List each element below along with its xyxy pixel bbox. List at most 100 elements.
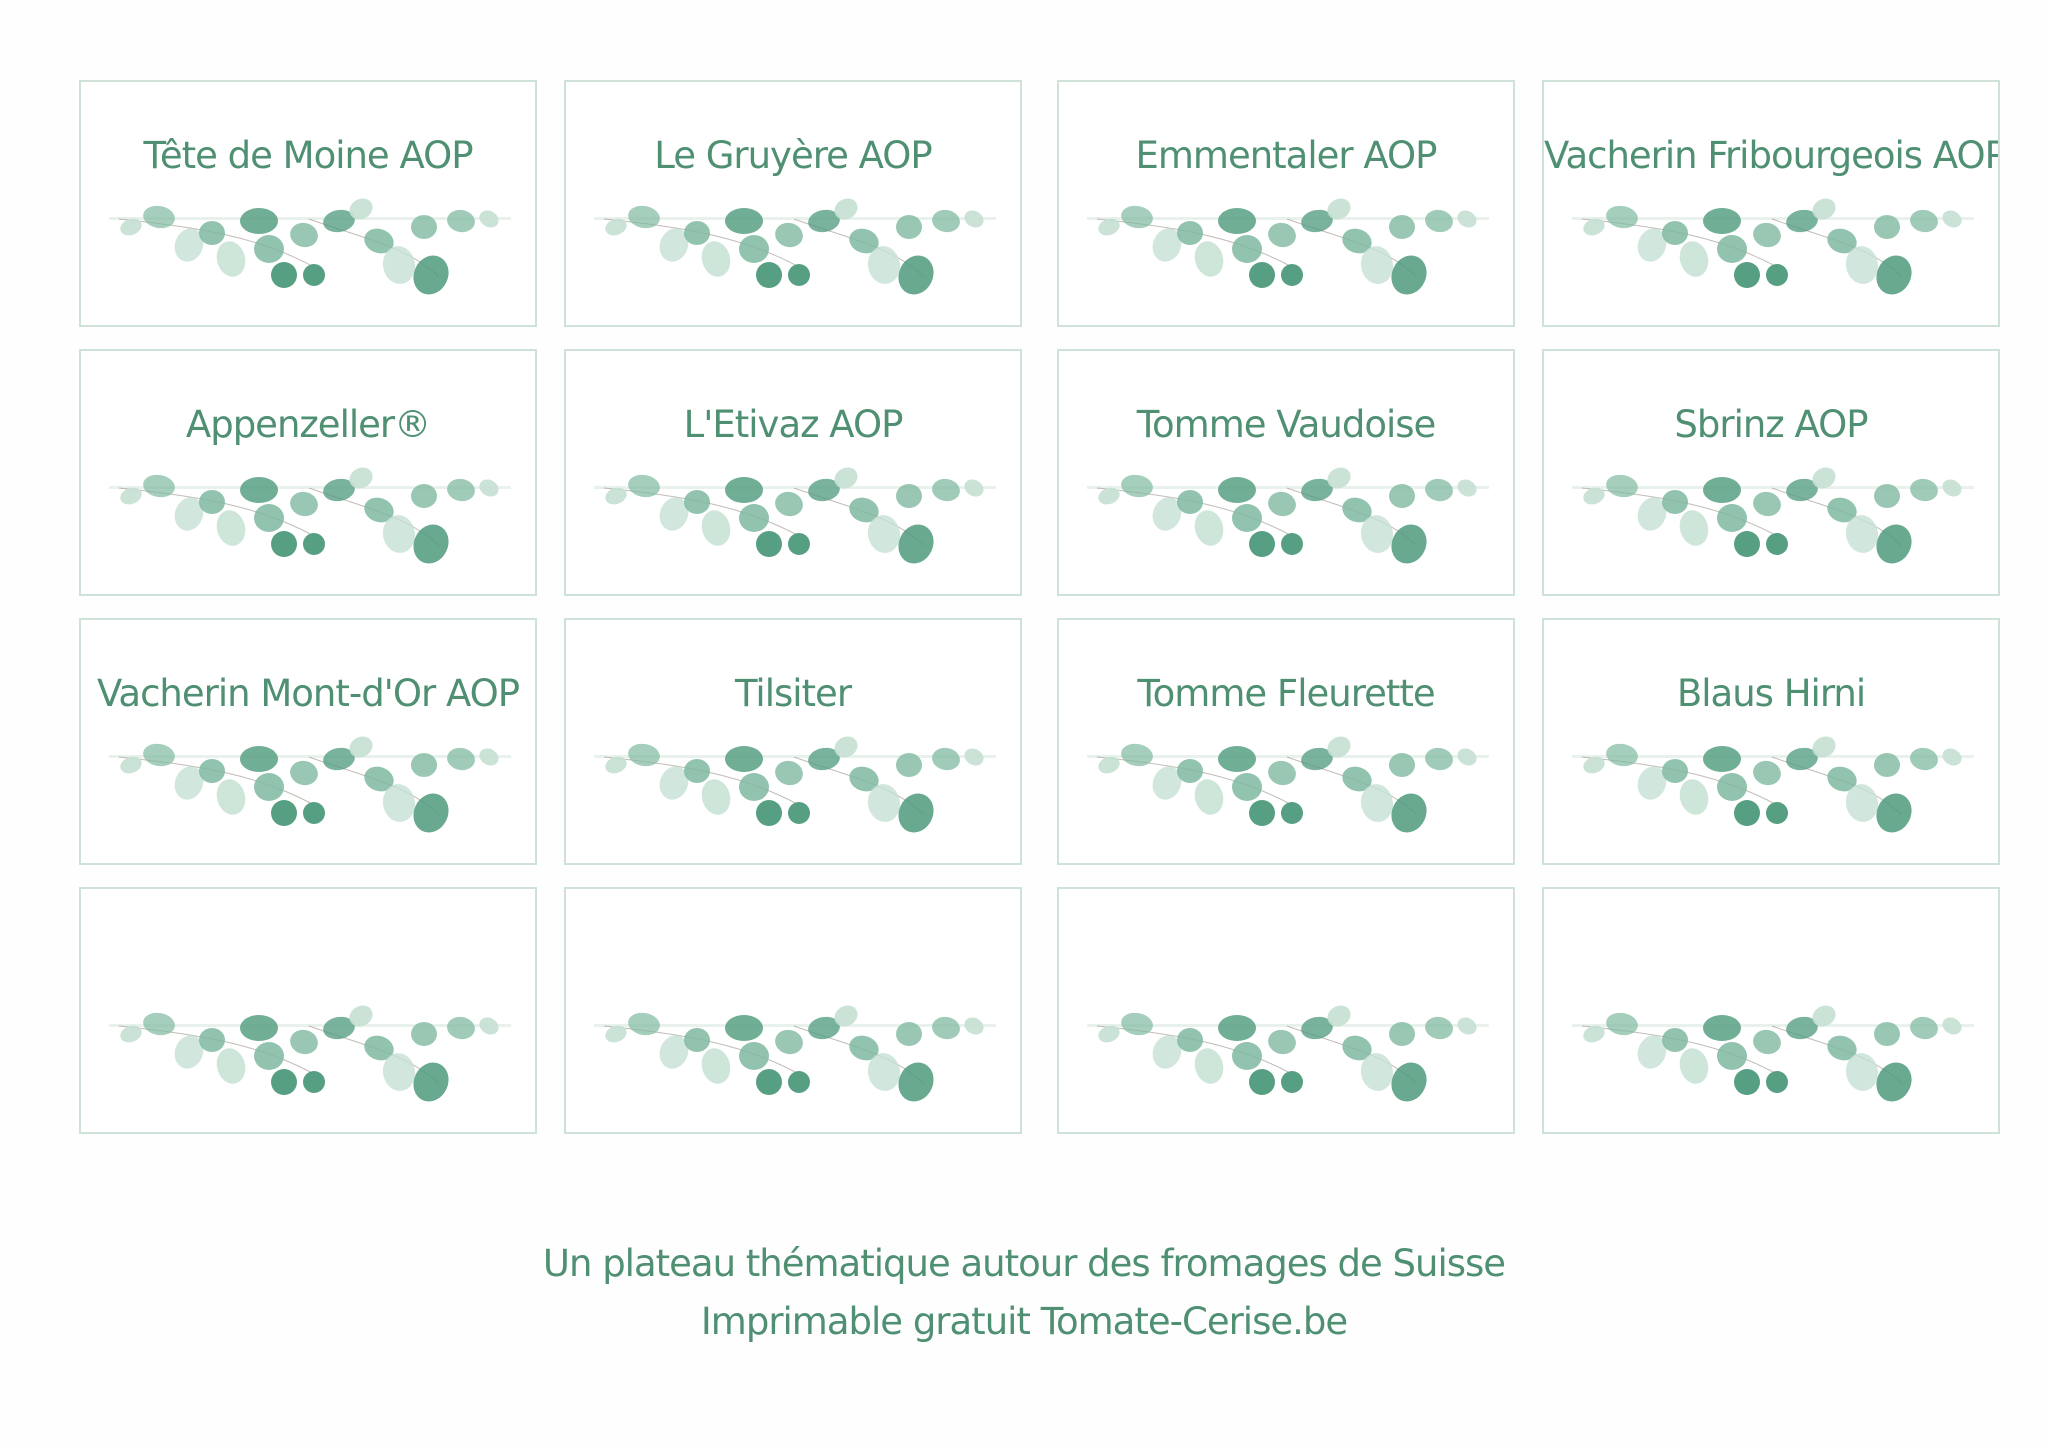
eucalyptus-leaf [1249,800,1275,826]
eucalyptus-leaf [1342,766,1372,792]
eucalyptus-leaf [479,1017,499,1035]
eucalyptus-leaf [1218,208,1256,234]
eucalyptus-leaf [1121,1012,1153,1036]
eucalyptus-leaf [964,479,984,497]
eucalyptus-leaf [739,773,769,801]
garland-band [1087,217,1489,220]
eucalyptus-leaf [775,1029,803,1055]
eucalyptus-leaf [1391,524,1427,564]
garland-band [1087,755,1489,758]
eucalyptus-leaf [808,1016,840,1040]
eucalyptus-leaf [1606,743,1638,767]
eucalyptus-leaf [349,736,373,758]
eucalyptus-leaf [411,753,437,777]
eucalyptus-leaf [1152,228,1182,262]
eucalyptus-leaf [323,747,355,771]
eucalyptus-leaf [290,1029,318,1055]
eucalyptus-leaf [303,1071,325,1093]
eucalyptus-leaf [447,747,475,771]
eucalyptus-leaf [1910,747,1938,771]
eucalyptus-leaf [1717,1042,1747,1070]
eucalyptus-leaf [1389,215,1415,239]
eucalyptus-leaf [1766,802,1788,824]
eucalyptus-leaf [1874,1022,1900,1046]
eucalyptus-leaf [1679,779,1709,815]
eucalyptus-leaf [1342,497,1372,523]
eucalyptus-leaf [1425,747,1453,771]
eucalyptus-leaf [254,773,284,801]
eucalyptus-leaf [447,1016,475,1040]
eucalyptus-leaf [788,802,810,824]
eucalyptus-leaf [1218,746,1256,772]
eucalyptus-leaf [1389,484,1415,508]
eucalyptus-leaf [1812,198,1836,220]
eucalyptus-leaf [1662,1028,1688,1052]
eucalyptus-leaf [628,205,660,229]
garland-band [109,1024,511,1027]
eucalyptus-leaf [1281,533,1303,555]
garland-band [1572,1024,1974,1027]
eucalyptus-leaf [701,241,731,277]
eucalyptus-leaf [849,766,879,792]
eucalyptus-leaf [1703,208,1741,234]
eucalyptus-leaf [701,1048,731,1084]
eucalyptus-leaf [1268,760,1296,786]
eucalyptus-leaf [1679,241,1709,277]
eucalyptus-garland-icon [109,1005,511,1102]
eucalyptus-leaf [323,478,355,502]
garland-band [109,217,511,220]
eucalyptus-leaf [1425,1016,1453,1040]
garland-band [1087,1024,1489,1027]
eucalyptus-leaf [867,246,901,284]
eucalyptus-leaf [411,484,437,508]
eucalyptus-leaf [964,1017,984,1035]
eucalyptus-leaf [199,759,225,783]
eucalyptus-garland-icon [1572,467,1974,564]
eucalyptus-leaf [1301,478,1333,502]
eucalyptus-leaf [174,1035,204,1069]
eucalyptus-leaf [896,753,922,777]
eucalyptus-leaf [725,477,763,503]
eucalyptus-leaf [271,800,297,826]
eucalyptus-leaf [1342,228,1372,254]
eucalyptus-garland-icon [1572,736,1974,833]
eucalyptus-leaf [834,736,858,758]
garland-band [594,1024,996,1027]
eucalyptus-leaf [1177,759,1203,783]
card-label: Appenzeller® [185,403,431,446]
place-card-blank [1057,887,1515,1134]
place-card-blank [1542,887,2000,1134]
eucalyptus-leaf [659,228,689,262]
eucalyptus-leaf [898,255,934,295]
eucalyptus-garland-icon [1572,198,1974,295]
eucalyptus-leaf [240,208,278,234]
eucalyptus-leaf [739,235,769,263]
eucalyptus-garland-icon [109,736,511,833]
eucalyptus-leaf [1942,1017,1962,1035]
eucalyptus-leaf [1637,497,1667,531]
eucalyptus-leaf [1177,1028,1203,1052]
eucalyptus-leaf [1845,515,1879,553]
eucalyptus-leaf [254,1042,284,1070]
eucalyptus-leaf [303,802,325,824]
eucalyptus-leaf [1232,773,1262,801]
card-label: Le Gruyère AOP [654,134,933,177]
eucalyptus-leaf [1876,793,1912,833]
eucalyptus-leaf [240,477,278,503]
eucalyptus-leaf [628,1012,660,1036]
eucalyptus-leaf [1812,1005,1836,1027]
eucalyptus-leaf [479,748,499,766]
eucalyptus-leaf [120,218,142,236]
eucalyptus-leaf [684,1028,710,1052]
eucalyptus-garland-icon [594,736,996,833]
place-card-grid: Tête de Moine AOP Le Gruyère AOP Emmenta… [79,80,2000,1134]
eucalyptus-leaf [1360,246,1394,284]
eucalyptus-leaf [1703,1015,1741,1041]
garland-band [109,486,511,489]
eucalyptus-leaf [413,793,449,833]
eucalyptus-leaf [1812,467,1836,489]
eucalyptus-leaf [1281,264,1303,286]
eucalyptus-leaf [1734,531,1760,557]
eucalyptus-leaf [849,497,879,523]
eucalyptus-leaf [240,1015,278,1041]
